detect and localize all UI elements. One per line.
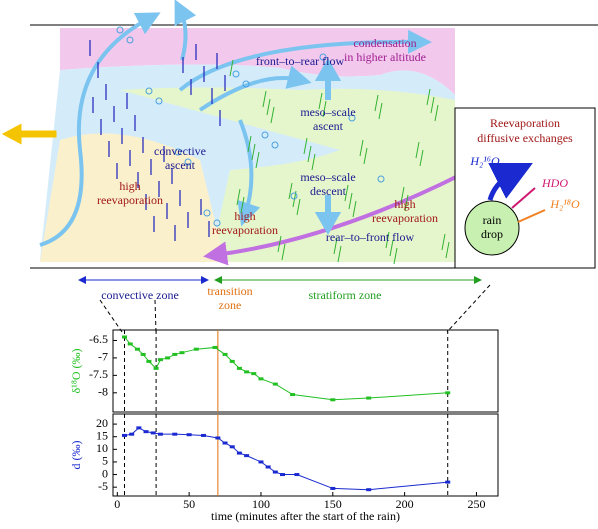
point (273, 383, 278, 386)
point (151, 431, 156, 434)
point (251, 372, 256, 375)
charts: -6.5-7-7.5-8δ¹⁸O (‰)20151050-50501001502… (69, 330, 498, 523)
y-axis-label: δ¹⁸O (‰) (69, 348, 83, 393)
label: reevaporation (212, 223, 278, 237)
y-tick-label: -8 (98, 385, 108, 399)
label: high (394, 197, 415, 211)
point (366, 397, 371, 400)
point (141, 353, 146, 356)
y-tick-label: -7.5 (89, 367, 108, 381)
drop-label: rain (483, 213, 502, 227)
x-tick-label: 50 (183, 497, 195, 511)
plot-frame (113, 414, 498, 496)
zone-label: transition (207, 284, 252, 298)
inset-title: diffusive exchanges (477, 131, 573, 145)
label: ascent (313, 119, 344, 133)
page: front–to–rear flow condensation in highe… (0, 0, 598, 529)
point (237, 452, 242, 455)
y-axis-label: d (‰) (69, 441, 83, 470)
y-tick-label: -5 (98, 479, 108, 493)
point (136, 426, 141, 429)
zone-label: convective zone (101, 288, 179, 302)
x-axis-label: time (minutes after the start of the rai… (211, 509, 400, 523)
point (258, 460, 263, 463)
label: high (234, 209, 255, 223)
point (290, 393, 295, 396)
connector (447, 285, 490, 332)
y-tick-label: -6.5 (89, 332, 108, 346)
point (128, 342, 133, 345)
point (223, 442, 228, 445)
label: high (119, 179, 140, 193)
point (187, 433, 192, 436)
point (212, 346, 217, 349)
point (244, 370, 249, 373)
point (172, 353, 177, 356)
series-line (124, 337, 447, 400)
x-tick-label: 0 (114, 497, 120, 511)
point (135, 348, 140, 351)
inset-title: Reevaporation (490, 116, 560, 130)
drop-label: drop (481, 227, 503, 241)
point (122, 335, 127, 338)
point (280, 473, 285, 476)
point (258, 377, 263, 380)
point (223, 353, 228, 356)
point (230, 360, 235, 363)
point (330, 487, 335, 490)
motion-arrow (5, 126, 55, 142)
label: rear–to–front flow (326, 230, 415, 244)
y-tick-label: -7 (98, 350, 108, 364)
label: convective (154, 144, 206, 158)
label: descent (310, 184, 347, 198)
label: meso–scale (300, 170, 355, 184)
plot-frame (113, 330, 498, 412)
point (215, 436, 220, 439)
species: H₂¹⁸O (549, 197, 580, 211)
inset: Reevaporation diffusive exchanges H₂¹⁶O … (455, 108, 595, 268)
point (366, 488, 371, 491)
point (230, 445, 235, 448)
point (158, 358, 163, 361)
figure: front–to–rear flow condensation in highe… (0, 0, 598, 529)
point (172, 433, 177, 436)
diagram: front–to–rear flow condensation in highe… (5, 10, 598, 332)
point (445, 391, 450, 394)
point (244, 454, 249, 457)
label: reevaporation (97, 193, 163, 207)
point (201, 434, 206, 437)
label: in higher altitude (344, 50, 426, 64)
point (194, 348, 199, 351)
species: HDO (541, 176, 568, 190)
connector (100, 300, 122, 332)
point (154, 367, 159, 370)
label: reevaporation (372, 211, 438, 225)
point (266, 465, 271, 468)
point (144, 430, 149, 433)
point (445, 481, 450, 484)
zone-label: stratiform zone (309, 288, 382, 302)
point (158, 433, 163, 436)
point (165, 356, 170, 359)
point (330, 398, 335, 401)
point (273, 471, 278, 474)
x-tick-label: 250 (467, 497, 485, 511)
point (129, 433, 134, 436)
connector (155, 300, 156, 332)
point (294, 473, 299, 476)
point (237, 367, 242, 370)
point (179, 351, 184, 354)
label: condensation (353, 36, 416, 50)
species: H₂¹⁶O (469, 154, 500, 168)
series-line (124, 428, 447, 490)
label: ascent (165, 158, 196, 172)
label: meso–scale (300, 105, 355, 119)
point (122, 434, 127, 437)
zone-label: zone (219, 298, 242, 312)
point (146, 360, 151, 363)
label: front–to–rear flow (256, 54, 345, 68)
